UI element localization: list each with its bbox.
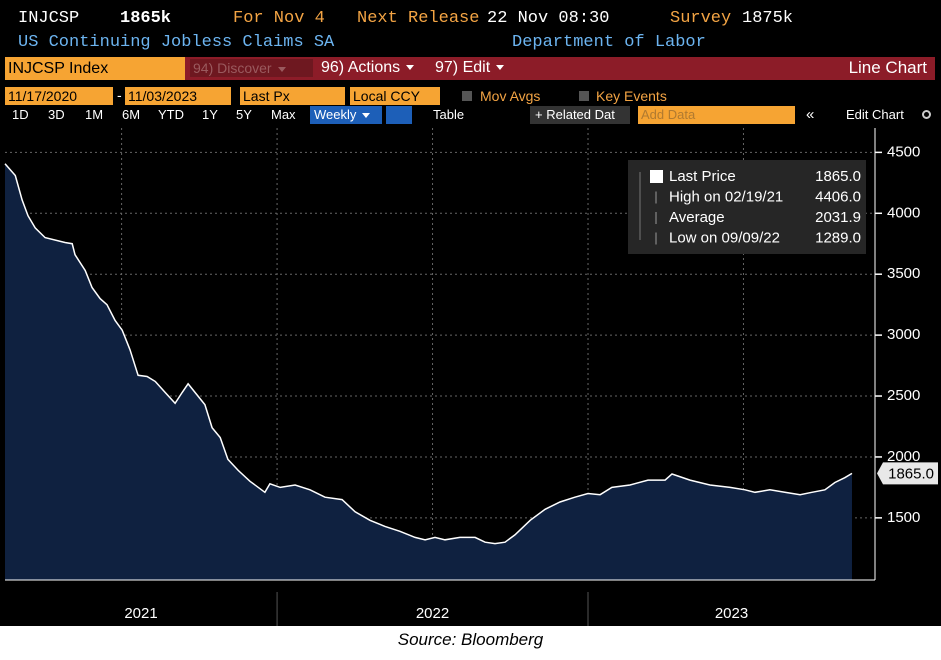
dropdown-arrow xyxy=(406,65,415,71)
related-data[interactable]: + Related Dat xyxy=(530,106,630,124)
legend-value: 2031.9 xyxy=(815,209,861,226)
legend-box xyxy=(628,160,866,254)
legend-label: Average xyxy=(669,209,725,226)
period-button[interactable]: 1D xyxy=(12,107,29,122)
legend-value: 1865.0 xyxy=(815,168,861,185)
next-release: 22 Nov 08:30 xyxy=(487,9,610,28)
survey-label: Survey xyxy=(670,9,732,28)
legend-label: High on 02/19/21 xyxy=(669,188,783,205)
currency-input[interactable]: Local CCY xyxy=(350,87,440,105)
for-date: For Nov 4 xyxy=(233,9,325,28)
end-date[interactable]: 11/03/2023 xyxy=(125,87,231,105)
dropdown-arrow xyxy=(362,113,371,119)
line xyxy=(4,163,853,545)
security-input[interactable]: INJCSP Index xyxy=(5,57,185,80)
actions-menu[interactable]: 96) Actions xyxy=(318,59,428,77)
checkbox[interactable] xyxy=(462,91,472,101)
frequency[interactable]: Weekly xyxy=(310,106,382,124)
source-org: Department of Labor xyxy=(512,33,706,52)
y-tick-label: 1500 xyxy=(887,509,920,526)
y-tick-label: 4500 xyxy=(887,143,920,160)
last-value: 1865k xyxy=(120,9,172,28)
chart: 1500 2000 2500 3000 3500 4000 4500 2021 2022 2023… xyxy=(4,128,938,626)
frequency-text: Weekly xyxy=(314,107,357,122)
y-tick-label: 2500 xyxy=(887,387,920,404)
x-tick-label: 2022 xyxy=(416,605,449,622)
period-button[interactable]: Max xyxy=(271,107,296,122)
add-data[interactable]: Add Data xyxy=(638,106,795,124)
last-price-tag xyxy=(877,462,938,485)
legend-swatch xyxy=(650,170,663,183)
period-button[interactable]: 5Y xyxy=(236,107,252,122)
field-input[interactable]: Last Px xyxy=(240,87,345,105)
legend-value: 1289.0 xyxy=(815,229,861,246)
discover-menu[interactable]: 94) Discover xyxy=(190,59,313,77)
discover-text: 94) Discover xyxy=(193,60,272,76)
survey: 1875k xyxy=(742,9,794,28)
key-events[interactable]: Key Events xyxy=(596,88,667,104)
actions-text: 96) Actions xyxy=(321,59,401,76)
edit-menu[interactable]: 97) Edit xyxy=(432,59,515,77)
y-tick-label: 4000 xyxy=(887,204,920,221)
edit-text: 97) Edit xyxy=(435,59,491,76)
mov-avgs[interactable]: Mov Avgs xyxy=(480,88,541,104)
x-tick-label: 2023 xyxy=(715,605,748,622)
y-tick-label: 2000 xyxy=(887,448,920,465)
table-button[interactable]: Table xyxy=(433,107,465,122)
dropdown-arrow xyxy=(496,65,505,71)
y-tick-label: 3500 xyxy=(887,265,920,282)
chart-type: Line Chart xyxy=(848,58,927,77)
legend-label: Last Price xyxy=(669,168,736,185)
period-button[interactable]: 1M xyxy=(85,107,104,122)
y-tick-label: 3000 xyxy=(887,326,920,343)
ticker: INJCSP xyxy=(18,9,80,28)
start-date[interactable]: 11/17/2020 xyxy=(5,87,113,105)
x-tick-label: 2021 xyxy=(124,605,157,622)
last-price-label: 1865.0 xyxy=(888,465,934,482)
chart-icon-button[interactable] xyxy=(386,106,412,124)
period-button[interactable]: 1Y xyxy=(202,107,218,122)
legend-label: Low on 09/09/22 xyxy=(669,229,780,246)
period-button[interactable]: YTD xyxy=(158,107,184,122)
source-note: Source: Bloomberg xyxy=(397,630,544,649)
area xyxy=(5,163,852,581)
period-button[interactable]: 6M xyxy=(122,107,141,122)
dropdown-arrow xyxy=(277,66,286,72)
settings-icon[interactable] xyxy=(922,110,931,119)
collapse[interactable]: « xyxy=(806,106,815,123)
next-release-label: Next Release xyxy=(357,9,480,28)
date-dash: - xyxy=(117,87,122,103)
checkbox[interactable] xyxy=(579,91,589,101)
edit-chart[interactable]: Edit Chart xyxy=(846,107,904,122)
security-name: US Continuing Jobless Claims SA xyxy=(18,33,335,52)
legend-value: 4406.0 xyxy=(815,188,861,205)
period-button[interactable]: 3D xyxy=(48,107,65,122)
